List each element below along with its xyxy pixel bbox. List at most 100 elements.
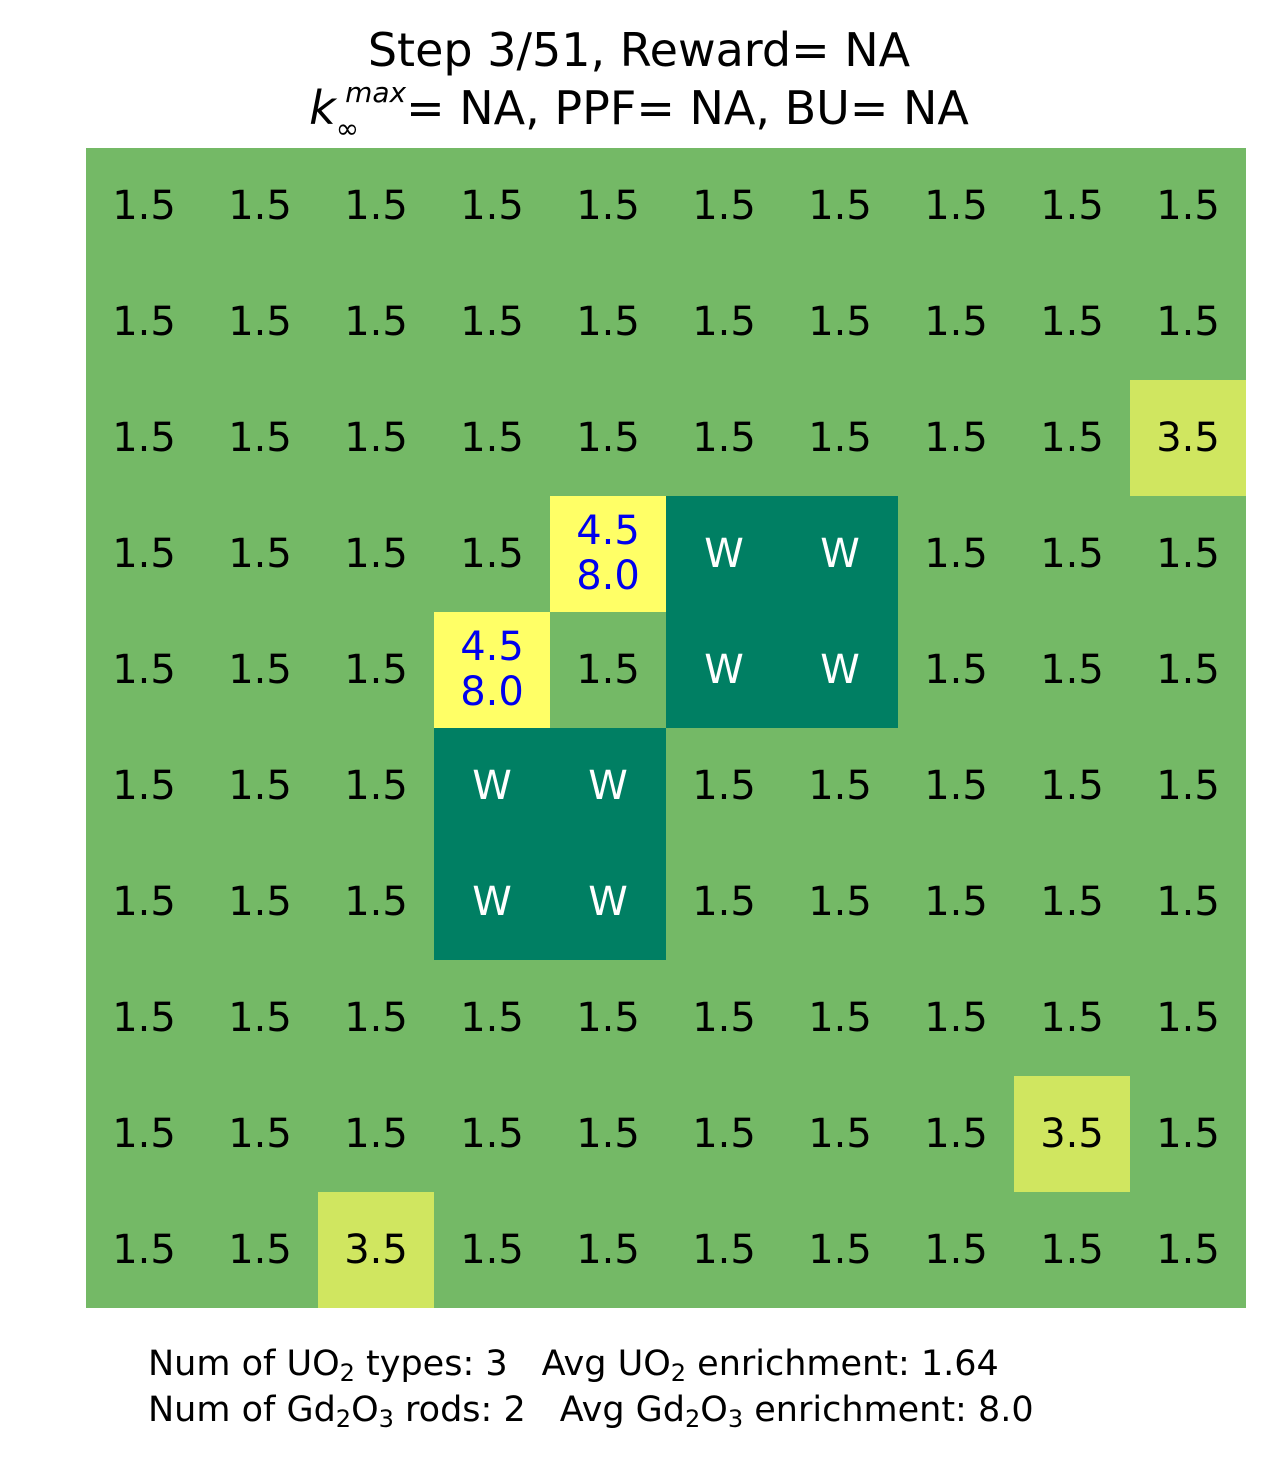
fuel-rod-cell: 1.5 [898, 844, 1014, 960]
avg-uo2-label: Avg UO [541, 1344, 671, 1384]
fuel-rod-cell: 1.5 [666, 1192, 782, 1308]
fuel-rod-cell: 1.5 [1130, 264, 1246, 380]
gd-rods-subscript-3: 3 [378, 1405, 394, 1433]
enrichment-value: 1.5 [924, 414, 988, 461]
avg-uo2-subscript: 2 [670, 1359, 687, 1387]
fuel-rod-cell: 1.5 [318, 264, 434, 380]
fuel-rod-cell: 1.5 [898, 380, 1014, 496]
enrichment-value: 1.5 [808, 414, 872, 461]
enrichment-value: 1.5 [576, 1226, 640, 1273]
enrichment-value: 1.5 [344, 1110, 408, 1157]
avg-gd-value: enrichment: 8.0 [743, 1390, 1034, 1430]
enrichment-value: 3.5 [1040, 1110, 1104, 1157]
enrichment-value: 1.5 [808, 298, 872, 345]
avg-gd-subscript-3: 3 [727, 1405, 744, 1433]
fuel-rod-cell: 1.5 [202, 728, 318, 844]
fuel-rod-cell: 1.5 [86, 1192, 202, 1308]
enrichment-value: 1.5 [112, 182, 176, 229]
enrichment-value: 1.5 [112, 530, 176, 577]
enrichment-value: 1.5 [692, 298, 756, 345]
fuel-rod-cell: 1.5 [550, 264, 666, 380]
enrichment-value: 1.5 [924, 762, 988, 809]
avg-gd-label: Avg Gd [559, 1390, 686, 1430]
enrichment-value: 1.5 [808, 182, 872, 229]
water-label: W [472, 878, 512, 925]
enrichment-value: 1.5 [808, 762, 872, 809]
enrichment-value: 1.5 [228, 878, 292, 925]
enrichment-value: 1.5 [344, 646, 408, 693]
water-cell: W [434, 728, 550, 844]
fuel-rod-cell: 1.5 [1014, 728, 1130, 844]
enrichment-value: 1.5 [1156, 1226, 1220, 1273]
fuel-rod-cell: 1.5 [1130, 1076, 1246, 1192]
fuel-rod-cell: 1.5 [898, 612, 1014, 728]
enrichment-value: 1.5 [924, 646, 988, 693]
enrichment-value: 3.5 [1156, 414, 1220, 461]
enrichment-value: 1.5 [692, 762, 756, 809]
fuel-rod-cell: 1.5 [898, 496, 1014, 612]
footer-uo2-summary: Num of UO2 types: 3 Avg UO2 enrichment: 1… [148, 1342, 999, 1386]
fuel-rod-cell: 1.5 [550, 960, 666, 1076]
fuel-rod-cell: 1.5 [434, 1076, 550, 1192]
enrichment-value: 1.5 [1156, 762, 1220, 809]
fuel-rod-cell: 1.5 [86, 380, 202, 496]
enrichment-value: 1.5 [344, 414, 408, 461]
water-cell: W [666, 496, 782, 612]
fuel-rod-cell: 1.5 [898, 1192, 1014, 1308]
fuel-rod-cell: 1.5 [898, 148, 1014, 264]
enrichment-value: 1.5 [112, 994, 176, 1041]
enrichment-value: 1.5 [1040, 1226, 1104, 1273]
fuel-assembly-grid: 1.5 1.5 1.5 1.5 1.5 1.5 1.5 1.5 1.5 1.5 1.5 1.5 1.5 1… [86, 148, 1246, 1308]
fuel-rod-cell: 1.5 [86, 960, 202, 1076]
fuel-rod-cell: 1.5 [318, 728, 434, 844]
enrichment-value: 3.5 [344, 1226, 408, 1273]
enrichment-value: 1.5 [576, 1110, 640, 1157]
gd-enrichment-value: 8.0 [576, 553, 640, 599]
footer-gd-summary: Num of Gd2O3 rods: 2 Avg Gd2O3 enrichment… [148, 1388, 1034, 1432]
fuel-rod-cell: 1.5 [318, 1076, 434, 1192]
enrichment-value: 1.5 [1040, 878, 1104, 925]
fuel-rod-cell: 1.5 [1014, 612, 1130, 728]
enrichment-value: 1.5 [692, 1226, 756, 1273]
uo2-types-label: Num of UO [148, 1344, 340, 1384]
enrichment-value: 1.5 [576, 994, 640, 1041]
enrichment-value: 1.5 [692, 1110, 756, 1157]
gd-rods-label: Num of Gd [148, 1390, 336, 1430]
enrichment-value: 1.5 [228, 182, 292, 229]
enrichment-value: 1.5 [924, 530, 988, 577]
uo2-enrichment-value: 4.5 [460, 624, 524, 670]
title-metrics: k∞max= NA, PPF= NA, BU= NA [0, 76, 1278, 145]
enrichment-value: 1.5 [460, 530, 524, 577]
fuel-rod-cell: 1.5 [202, 612, 318, 728]
enrichment-value: 1.5 [808, 1110, 872, 1157]
fuel-rod-cell: 1.5 [782, 844, 898, 960]
enrichment-value: 1.5 [112, 298, 176, 345]
fuel-rod-cell: 1.5 [202, 148, 318, 264]
fuel-rod-cell: 1.5 [202, 1076, 318, 1192]
fuel-rod-cell: 1.5 [318, 960, 434, 1076]
enrichment-value: 1.5 [228, 1226, 292, 1273]
enrichment-value: 1.5 [924, 994, 988, 1041]
fuel-rod-cell: 1.5 [202, 960, 318, 1076]
water-label: W [704, 646, 744, 693]
k-inf-subscript: ∞ [335, 112, 360, 145]
water-cell: W [782, 612, 898, 728]
fuel-rod-cell: 1.5 [86, 496, 202, 612]
enrichment-value: 1.5 [692, 414, 756, 461]
enrichment-value: 1.5 [460, 1226, 524, 1273]
fuel-rod-cell: 1.5 [666, 728, 782, 844]
fuel-rod-cell: 1.5 [434, 960, 550, 1076]
enrichment-value: 1.5 [1156, 298, 1220, 345]
fuel-rod-cell: 1.5 [1014, 148, 1130, 264]
enrichment-value: 1.5 [344, 878, 408, 925]
enrichment-value: 1.5 [692, 878, 756, 925]
metrics-text: = NA, PPF= NA, BU= NA [406, 81, 969, 135]
enrichment-value: 1.5 [808, 994, 872, 1041]
fuel-rod-cell: 1.5 [1130, 612, 1246, 728]
fuel-rod-cell: 1.5 [318, 380, 434, 496]
enrichment-value: 1.5 [112, 878, 176, 925]
fuel-rod-cell: 1.5 [782, 380, 898, 496]
enrichment-value: 1.5 [1040, 530, 1104, 577]
enrichment-value: 1.5 [112, 1226, 176, 1273]
avg-gd-subscript-2: 2 [685, 1405, 701, 1433]
